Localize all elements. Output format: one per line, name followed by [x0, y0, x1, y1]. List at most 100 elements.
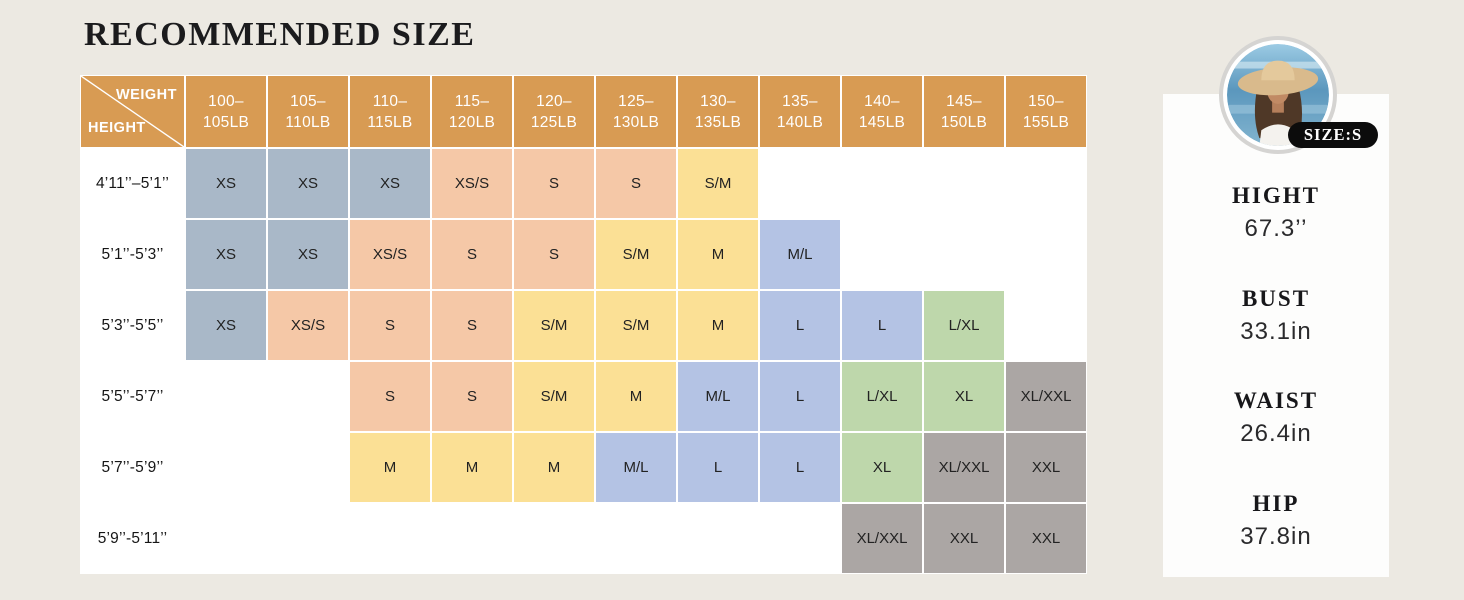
- size-cell: XXL: [1005, 503, 1087, 574]
- row-height-label: 4’11’’–5’1’’: [80, 148, 185, 219]
- size-cell: L: [759, 361, 841, 432]
- size-cell: S: [349, 290, 431, 361]
- height-axis-label: HEIGHT: [88, 120, 146, 136]
- white-top: [1259, 124, 1297, 146]
- size-cell: XL: [923, 361, 1005, 432]
- size-cell: S/M: [513, 361, 595, 432]
- empty-cell: [267, 432, 349, 503]
- size-cell: S/M: [513, 290, 595, 361]
- size-cell: M/L: [759, 219, 841, 290]
- size-cell: XL/XXL: [841, 503, 923, 574]
- empty-cell: [349, 503, 431, 574]
- size-cell: L: [677, 432, 759, 503]
- empty-cell: [923, 219, 1005, 290]
- straw-hat-crown: [1261, 60, 1295, 81]
- size-cell: XXL: [1005, 432, 1087, 503]
- stat-value: 67.3’’: [1244, 215, 1308, 242]
- size-cell: XS/S: [267, 290, 349, 361]
- stat-block: WAIST 26.4in: [1163, 387, 1389, 452]
- weight-column-header: 140– 145LB: [841, 75, 923, 148]
- stat-label: WAIST: [1233, 388, 1319, 413]
- stat-label: BUST: [1241, 286, 1311, 311]
- model-photo-frame: [1219, 36, 1337, 154]
- size-cell: XS: [267, 148, 349, 219]
- size-cell: XS: [185, 148, 267, 219]
- empty-cell: [677, 503, 759, 574]
- weight-column-header: 130– 135LB: [677, 75, 759, 148]
- size-cell: XS: [349, 148, 431, 219]
- weight-column-header: 135– 140LB: [759, 75, 841, 148]
- empty-cell: [759, 148, 841, 219]
- weight-column-header: 120– 125LB: [513, 75, 595, 148]
- size-cell: XXL: [923, 503, 1005, 574]
- stat-block: BUST 33.1in: [1163, 285, 1389, 350]
- size-cell: S: [513, 219, 595, 290]
- size-cell: M/L: [677, 361, 759, 432]
- empty-cell: [513, 503, 595, 574]
- size-cell: XL/XXL: [1005, 361, 1087, 432]
- size-cell: M: [595, 361, 677, 432]
- neck: [1272, 98, 1284, 113]
- stat-value: 33.1in: [1240, 318, 1312, 345]
- size-cell: S: [431, 361, 513, 432]
- size-cell: XS/S: [431, 148, 513, 219]
- size-cell: L: [841, 290, 923, 361]
- empty-cell: [185, 432, 267, 503]
- size-cell: M: [349, 432, 431, 503]
- stat-block: HIP 37.8in: [1163, 490, 1389, 555]
- size-cell: S/M: [595, 290, 677, 361]
- size-badge: SIZE:S: [1288, 122, 1378, 148]
- row-height-label: 5’3’’-5’5’’: [80, 290, 185, 361]
- straw-hat-brim: [1237, 67, 1319, 96]
- weight-axis-label: WEIGHT: [116, 87, 177, 103]
- size-cell: S: [431, 290, 513, 361]
- row-height-label: 5’5’’-5’7’’: [80, 361, 185, 432]
- recommended-size-card: HIGHT 67.3’’ BUST 33.1in WAIST 26.4in HIP 37.8i…: [1163, 94, 1389, 577]
- size-cell: M: [677, 219, 759, 290]
- size-cell: S/M: [595, 219, 677, 290]
- empty-cell: [185, 361, 267, 432]
- weight-column-header: 150– 155LB: [1005, 75, 1087, 148]
- weight-column-header: 105– 110LB: [267, 75, 349, 148]
- axis-corner-cell: WEIGHT HEIGHT: [80, 75, 185, 148]
- size-cell: S: [513, 148, 595, 219]
- empty-cell: [841, 219, 923, 290]
- diagonal-divider-line: [81, 76, 184, 147]
- empty-cell: [267, 361, 349, 432]
- size-cell: XL: [841, 432, 923, 503]
- empty-cell: [595, 503, 677, 574]
- empty-cell: [185, 503, 267, 574]
- weight-column-header: 145– 150LB: [923, 75, 1005, 148]
- size-cell: M/L: [595, 432, 677, 503]
- weight-column-header: 125– 130LB: [595, 75, 677, 148]
- size-cell: S/M: [677, 148, 759, 219]
- row-height-label: 5’7’’-5’9’’: [80, 432, 185, 503]
- empty-cell: [841, 148, 923, 219]
- empty-cell: [923, 148, 1005, 219]
- size-cell: XS: [267, 219, 349, 290]
- size-cell: M: [677, 290, 759, 361]
- size-cell: M: [431, 432, 513, 503]
- empty-cell: [759, 503, 841, 574]
- empty-cell: [1005, 219, 1087, 290]
- size-cell: XS: [185, 219, 267, 290]
- size-cell: S: [431, 219, 513, 290]
- stat-value: 37.8in: [1240, 523, 1312, 550]
- size-cell: L/XL: [841, 361, 923, 432]
- stat-value: 26.4in: [1240, 420, 1312, 447]
- empty-cell: [431, 503, 513, 574]
- stat-label: HIGHT: [1232, 183, 1320, 208]
- empty-cell: [267, 503, 349, 574]
- size-cell: L/XL: [923, 290, 1005, 361]
- empty-cell: [1005, 148, 1087, 219]
- page-title: RECOMMENDED SIZE: [84, 16, 476, 53]
- row-height-label: 5’9’’-5’11’’: [80, 503, 185, 574]
- empty-cell: [1005, 290, 1087, 361]
- size-cell: XS/S: [349, 219, 431, 290]
- row-height-label: 5’1’’-5’3’’: [80, 219, 185, 290]
- size-cell: S: [595, 148, 677, 219]
- size-cell: XL/XXL: [923, 432, 1005, 503]
- size-cell: L: [759, 290, 841, 361]
- stat-label: HIP: [1252, 491, 1300, 516]
- size-cell: XS: [185, 290, 267, 361]
